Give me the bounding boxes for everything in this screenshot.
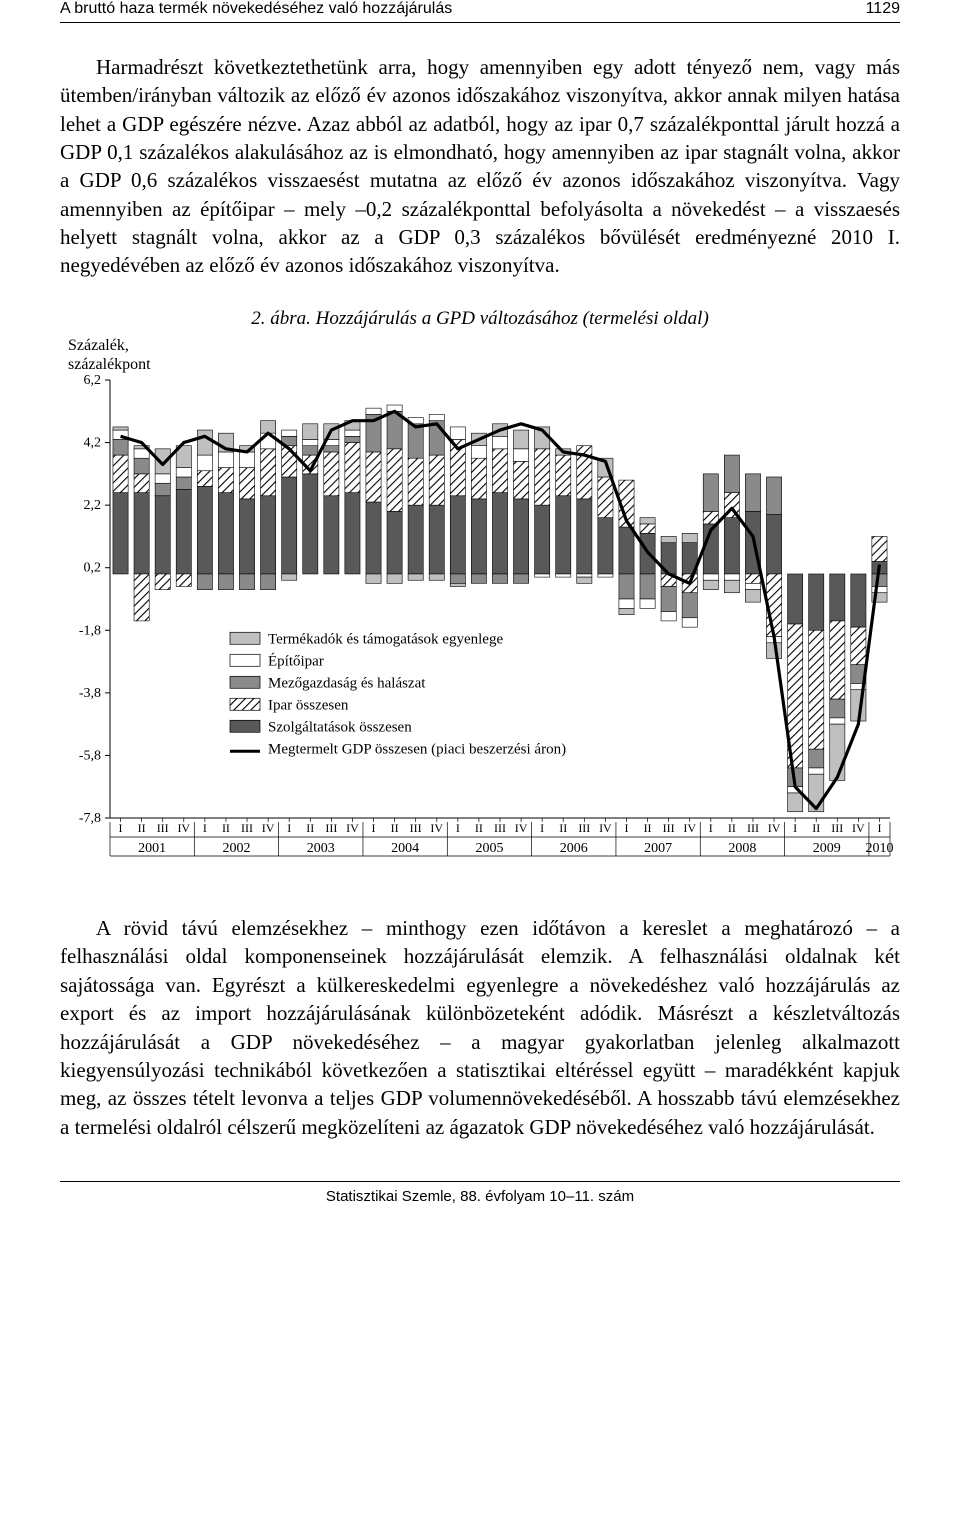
svg-text:IV: IV bbox=[430, 821, 443, 835]
svg-text:2003: 2003 bbox=[307, 841, 335, 856]
svg-text:IV: IV bbox=[852, 821, 865, 835]
svg-text:II: II bbox=[138, 821, 146, 835]
svg-text:2007: 2007 bbox=[644, 841, 672, 856]
svg-text:III: III bbox=[157, 821, 169, 835]
page-number: 1129 bbox=[866, 0, 900, 18]
svg-text:Megtermelt GDP összesen (piaci: Megtermelt GDP összesen (piaci beszerzés… bbox=[268, 741, 566, 757]
svg-text:-5,8: -5,8 bbox=[79, 749, 101, 764]
svg-text:IV: IV bbox=[177, 821, 190, 835]
svg-text:III: III bbox=[494, 821, 506, 835]
svg-text:II: II bbox=[812, 821, 820, 835]
svg-text:IV: IV bbox=[262, 821, 275, 835]
svg-text:I: I bbox=[203, 821, 207, 835]
svg-text:I: I bbox=[287, 821, 291, 835]
svg-text:I: I bbox=[372, 821, 376, 835]
svg-text:III: III bbox=[241, 821, 253, 835]
svg-text:I: I bbox=[877, 821, 881, 835]
svg-text:2002: 2002 bbox=[222, 841, 250, 856]
svg-text:II: II bbox=[559, 821, 567, 835]
svg-text:2005: 2005 bbox=[475, 841, 503, 856]
chart-ylabel: Százalék, százalékpont bbox=[68, 336, 900, 374]
paragraph-1: Harmadrészt következtethetünk arra, hogy… bbox=[60, 53, 900, 280]
svg-text:2010: 2010 bbox=[865, 841, 893, 856]
svg-text:II: II bbox=[644, 821, 652, 835]
svg-text:I: I bbox=[119, 821, 123, 835]
svg-text:Mezőgazdaság és halászat: Mezőgazdaság és halászat bbox=[268, 675, 426, 691]
footer: Statisztikai Szemle, 88. évfolyam 10–11.… bbox=[60, 1181, 900, 1205]
svg-text:4,2: 4,2 bbox=[84, 436, 102, 451]
svg-text:I: I bbox=[709, 821, 713, 835]
svg-text:Építőipar: Építőipar bbox=[268, 652, 324, 669]
svg-text:III: III bbox=[325, 821, 337, 835]
svg-text:-7,8: -7,8 bbox=[79, 811, 101, 826]
svg-text:2004: 2004 bbox=[391, 841, 419, 856]
running-header: A bruttó haza termék növekedéséhez való … bbox=[60, 0, 900, 23]
svg-text:III: III bbox=[578, 821, 590, 835]
svg-text:2,2: 2,2 bbox=[84, 498, 102, 513]
svg-text:2009: 2009 bbox=[813, 841, 841, 856]
gdp-contribution-chart: 6,24,22,20,2-1,8-3,8-5,8-7,8IIIIIIIV2001… bbox=[60, 374, 900, 874]
svg-text:IV: IV bbox=[346, 821, 359, 835]
svg-text:2008: 2008 bbox=[728, 841, 756, 856]
chart-title: 2. ábra. Hozzájárulás a GPD változásához… bbox=[60, 308, 900, 330]
svg-text:IV: IV bbox=[683, 821, 696, 835]
svg-text:II: II bbox=[475, 821, 483, 835]
svg-text:Ipar összesen: Ipar összesen bbox=[268, 697, 349, 713]
svg-text:III: III bbox=[410, 821, 422, 835]
chart-container: 6,24,22,20,2-1,8-3,8-5,8-7,8IIIIIIIV2001… bbox=[60, 374, 900, 874]
svg-text:II: II bbox=[306, 821, 314, 835]
svg-text:I: I bbox=[624, 821, 628, 835]
svg-text:IV: IV bbox=[599, 821, 612, 835]
svg-text:II: II bbox=[728, 821, 736, 835]
svg-text:2006: 2006 bbox=[560, 841, 588, 856]
svg-text:II: II bbox=[391, 821, 399, 835]
paragraph-2: A rövid távú elemzésekhez – minthogy eze… bbox=[60, 914, 900, 1141]
svg-text:-3,8: -3,8 bbox=[79, 686, 101, 701]
svg-text:6,2: 6,2 bbox=[84, 374, 102, 388]
svg-text:III: III bbox=[663, 821, 675, 835]
svg-text:IV: IV bbox=[768, 821, 781, 835]
running-title: A bruttó haza termék növekedéséhez való … bbox=[60, 0, 452, 18]
svg-text:IV: IV bbox=[515, 821, 528, 835]
svg-text:II: II bbox=[222, 821, 230, 835]
svg-text:2001: 2001 bbox=[138, 841, 166, 856]
svg-text:0,2: 0,2 bbox=[84, 561, 102, 576]
svg-text:III: III bbox=[831, 821, 843, 835]
svg-text:I: I bbox=[456, 821, 460, 835]
svg-text:Termékadók és támogatások egye: Termékadók és támogatások egyenlege bbox=[268, 631, 503, 647]
svg-text:-1,8: -1,8 bbox=[79, 623, 101, 638]
svg-text:Szolgáltatások összesen: Szolgáltatások összesen bbox=[268, 719, 412, 735]
svg-text:I: I bbox=[540, 821, 544, 835]
svg-text:III: III bbox=[747, 821, 759, 835]
svg-text:I: I bbox=[793, 821, 797, 835]
